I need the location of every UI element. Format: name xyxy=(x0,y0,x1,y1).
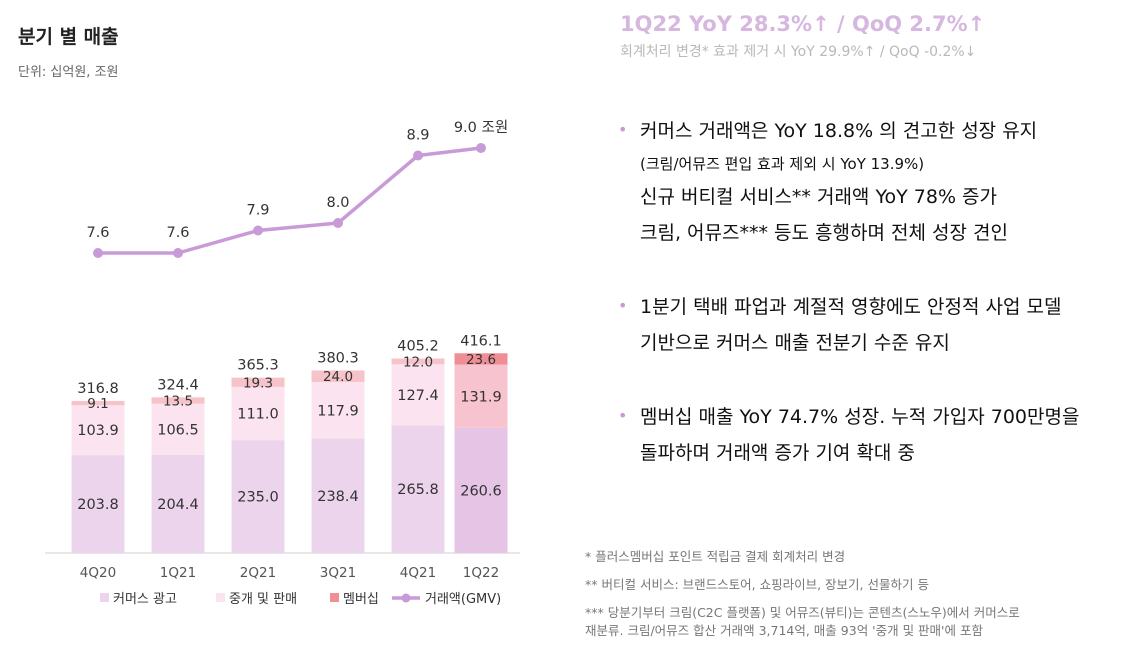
bar-value-label: 13.5 xyxy=(163,394,193,410)
footnote: *** 당분기부터 크림(C2C 플랫폼) 및 어뮤즈(뷰티)는 콘텐츠(스노우… xyxy=(585,605,1020,620)
bar-value-label: 103.9 xyxy=(77,423,119,439)
bullet-line: 크림, 어뮤즈*** 등도 흥행하며 전체 성장 견인 xyxy=(640,222,1008,244)
bar-brokerage xyxy=(151,403,205,455)
bar-total-label: 416.1 xyxy=(460,333,502,349)
gmv-point xyxy=(413,150,423,161)
bar-brokerage xyxy=(391,364,445,426)
x-tick-label: 4Q20 xyxy=(80,565,116,581)
gmv-value-label: 9.0 조원 xyxy=(454,119,508,136)
bar-total-label: 316.8 xyxy=(77,381,119,397)
bar-total-label: 405.2 xyxy=(397,339,439,355)
bar-value-label: 9.1 xyxy=(87,396,108,412)
bar-membership xyxy=(71,400,125,406)
x-tick-label: 1Q21 xyxy=(160,565,196,581)
bar-value-label: 106.5 xyxy=(157,422,199,438)
bullet-list: 커머스 거래액은 YoY 18.8% 의 견고한 성장 유지 (크림/어뮤즈 편… xyxy=(618,113,1120,509)
bar-membership xyxy=(151,397,205,404)
x-tick-label: 1Q22 xyxy=(463,565,499,581)
legend-gmv: 거래액(GMV) xyxy=(425,592,501,607)
gmv-line xyxy=(98,146,482,255)
bullet-line: 돌파하며 거래액 증가 기여 확대 중 xyxy=(640,442,915,464)
bullet-line: 1분기 택배 파업과 계절적 영향에도 안정적 사업 모델 xyxy=(640,296,1062,318)
bullet-item: 1분기 택배 파업과 계절적 영향에도 안정적 사업 모델 기반으로 커머스 매… xyxy=(618,289,1120,361)
bar-brokerage xyxy=(231,386,285,441)
footnote: ** 버티컬 서비스: 브랜드스토어, 쇼핑라이브, 장보기, 선물하기 등 xyxy=(585,577,929,592)
bar-value-label: 203.8 xyxy=(77,497,119,513)
gmv-point xyxy=(253,225,263,236)
bullet-line: 멤버십 매출 YoY 74.7% 성장. 누적 가입자 700만명을 xyxy=(640,406,1080,428)
unit-label: 단위: 십억원, 조원 xyxy=(18,65,119,80)
bar-value-label: 19.3 xyxy=(243,375,273,391)
bar-value-label: 24.0 xyxy=(323,369,353,385)
bar-brokerage xyxy=(71,405,125,456)
chart-title: 분기 별 매출 xyxy=(18,26,119,48)
bar-membership xyxy=(391,358,445,365)
bar-value-label: 23.6 xyxy=(466,352,496,368)
x-tick-label: 2Q21 xyxy=(240,565,276,581)
legend-membership: 멤버십 xyxy=(343,592,379,607)
bar-total-label: 380.3 xyxy=(317,350,359,366)
legend-brokerage-swatch xyxy=(216,593,225,602)
bar-commerce-ad xyxy=(311,438,365,553)
bar-membership xyxy=(454,353,508,365)
legend-commerce-ad-swatch xyxy=(100,593,109,602)
gmv-value-label: 8.9 xyxy=(406,128,429,144)
bar-commerce-ad xyxy=(231,440,285,553)
bullet-line: 커머스 거래액은 YoY 18.8% 의 견고한 성장 유지 xyxy=(640,120,1038,142)
bar-value-label: 235.0 xyxy=(237,490,279,506)
bar-membership xyxy=(231,377,285,387)
bar-value-label: 117.9 xyxy=(317,403,359,419)
gmv-point xyxy=(333,218,343,228)
footnote: * 플러스멤버십 포인트 적립금 결제 회계처리 변경 xyxy=(585,549,846,564)
bar-total-label: 324.4 xyxy=(157,377,199,393)
bar-value-label: 131.9 xyxy=(460,389,502,405)
bar-total-label: 365.3 xyxy=(237,358,279,374)
footnotes: * 플러스멤버십 포인트 적립금 결제 회계처리 변경 ** 버티컬 서비스: … xyxy=(585,548,1125,650)
bar-value-label: 238.4 xyxy=(317,489,359,505)
bar-value-label: 260.6 xyxy=(460,483,502,499)
gmv-value-label: 7.6 xyxy=(166,225,189,241)
headline: 1Q22 YoY 28.3%↑ / QoQ 2.7%↑ xyxy=(620,12,986,36)
bar-value-label: 204.4 xyxy=(157,497,199,513)
bar-membership xyxy=(311,370,365,382)
bullet-line: 신규 버티컬 서비스** 거래액 YoY 78% 증가 xyxy=(640,186,998,208)
bar-value-label: 12.0 xyxy=(403,354,433,370)
bar-commerce-ad xyxy=(71,455,125,553)
bar-value-label: 265.8 xyxy=(397,482,439,498)
gmv-point xyxy=(173,248,183,258)
legend-gmv-marker xyxy=(401,593,411,603)
gmv-value-label: 8.0 xyxy=(326,195,349,211)
bar-value-label: 127.4 xyxy=(397,388,439,404)
bullet-item: 멤버십 매출 YoY 74.7% 성장. 누적 가입자 700만명을 돌파하며 … xyxy=(618,399,1120,471)
footnote: 재분류. 크림/어뮤즈 합산 거래액 3,714억, 매출 93억 '중개 및 … xyxy=(585,623,983,638)
bar-commerce-ad xyxy=(454,427,508,553)
gmv-point xyxy=(476,143,486,153)
bar-commerce-ad xyxy=(151,454,205,553)
bar-value-label: 111.0 xyxy=(237,407,279,423)
legend-commerce-ad: 커머스 광고 xyxy=(113,592,177,607)
legend-brokerage: 중개 및 판매 xyxy=(229,592,297,607)
bullet-line: 기반으로 커머스 매출 전분기 수준 유지 xyxy=(640,332,950,354)
x-tick-label: 4Q21 xyxy=(400,565,436,581)
gmv-value-label: 7.6 xyxy=(86,225,109,241)
legend-membership-swatch xyxy=(330,593,339,602)
x-tick-label: 3Q21 xyxy=(320,565,356,581)
subline: 회계처리 변경* 효과 제거 시 YoY 29.9%↑ / QoQ -0.2%↓ xyxy=(620,44,977,60)
bullet-line: (크림/어뮤즈 편입 효과 제외 시 YoY 13.9%) xyxy=(640,155,925,173)
gmv-point xyxy=(93,248,103,258)
bar-brokerage xyxy=(454,364,508,428)
gmv-value-label: 7.9 xyxy=(246,203,269,219)
bar-brokerage xyxy=(311,381,365,439)
bullet-item: 커머스 거래액은 YoY 18.8% 의 견고한 성장 유지 (크림/어뮤즈 편… xyxy=(618,113,1120,251)
bar-commerce-ad xyxy=(391,425,445,553)
